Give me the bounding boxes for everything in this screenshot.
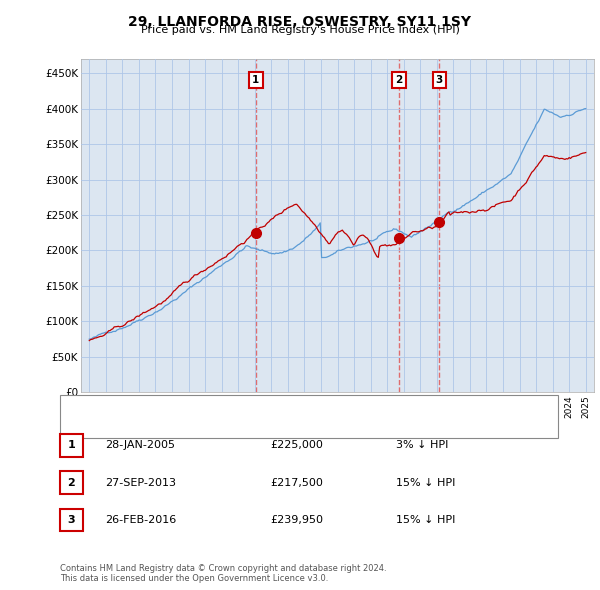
Text: HPI: Average price, detached house, Shropshire: HPI: Average price, detached house, Shro… (103, 422, 352, 432)
Text: 3: 3 (436, 76, 443, 86)
Text: 29, LLANFORDA RISE, OSWESTRY, SY11 1SY (detached house): 29, LLANFORDA RISE, OSWESTRY, SY11 1SY (… (103, 402, 427, 412)
Text: 27-SEP-2013: 27-SEP-2013 (105, 478, 176, 487)
Text: £239,950: £239,950 (270, 515, 323, 525)
Text: 28-JAN-2005: 28-JAN-2005 (105, 441, 175, 450)
Text: 2: 2 (395, 76, 403, 86)
Text: 1: 1 (68, 441, 75, 450)
Text: 15% ↓ HPI: 15% ↓ HPI (396, 515, 455, 525)
Text: £217,500: £217,500 (270, 478, 323, 487)
Text: 1: 1 (252, 76, 260, 86)
Text: 29, LLANFORDA RISE, OSWESTRY, SY11 1SY: 29, LLANFORDA RISE, OSWESTRY, SY11 1SY (128, 15, 472, 29)
Text: 2: 2 (68, 478, 75, 487)
Text: Contains HM Land Registry data © Crown copyright and database right 2024.
This d: Contains HM Land Registry data © Crown c… (60, 563, 386, 583)
Text: 3% ↓ HPI: 3% ↓ HPI (396, 441, 448, 450)
Text: £225,000: £225,000 (270, 441, 323, 450)
Text: 3: 3 (68, 515, 75, 525)
Text: 26-FEB-2016: 26-FEB-2016 (105, 515, 176, 525)
Text: 15% ↓ HPI: 15% ↓ HPI (396, 478, 455, 487)
Text: Price paid vs. HM Land Registry's House Price Index (HPI): Price paid vs. HM Land Registry's House … (140, 25, 460, 35)
